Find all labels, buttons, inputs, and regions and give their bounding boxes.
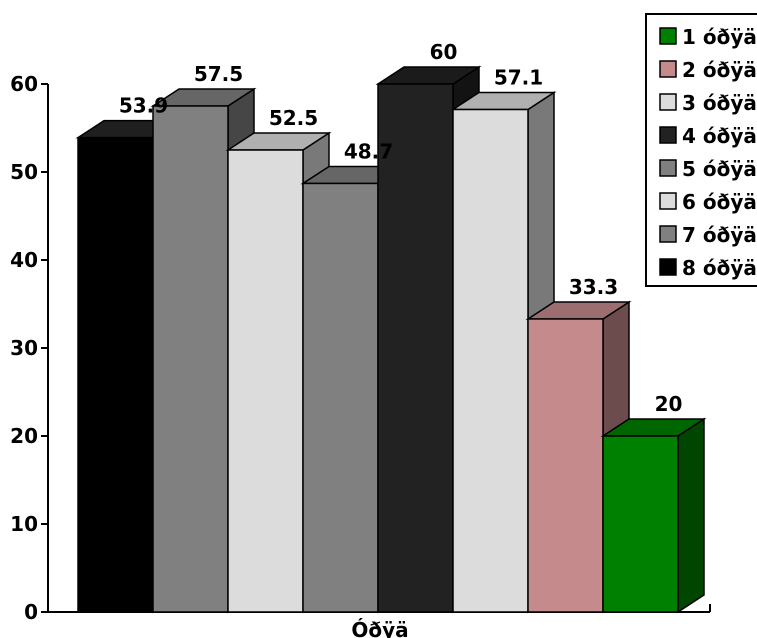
legend-item: 7 óðÿä: [659, 223, 757, 247]
data-label: 57.1: [494, 66, 543, 90]
legend-item: 8 óðÿä: [659, 256, 757, 280]
legend-swatch: [659, 27, 677, 45]
y-tick-label: 10: [10, 512, 38, 536]
y-tick-label: 30: [10, 336, 38, 360]
data-label: 57.5: [194, 62, 243, 86]
bar-front: [377, 83, 454, 613]
bar-front: [302, 182, 379, 613]
data-label: 52.5: [269, 106, 318, 130]
legend-label: 3 óðÿä: [682, 91, 757, 115]
legend-swatch: [659, 225, 677, 243]
legend-swatch: [659, 258, 677, 276]
data-label: 48.7: [344, 139, 393, 163]
legend: 1 óðÿä 2 óðÿä 3 óðÿä 4 óðÿä 5 óðÿä 6 óðÿä 7 óð…: [645, 13, 757, 287]
y-tick-label: 20: [10, 424, 38, 448]
bar-front: [152, 105, 229, 613]
legend-item: 2 óðÿä: [659, 58, 757, 82]
legend-label: 8 óðÿä: [682, 256, 757, 280]
y-tick-label: 50: [10, 160, 38, 184]
y-tick-label: 40: [10, 248, 38, 272]
bar-front: [527, 318, 604, 613]
bar-front: [227, 149, 304, 613]
bar-front: [452, 108, 529, 613]
legend-label: 6 óðÿä: [682, 190, 757, 214]
legend-label: 7 óðÿä: [682, 223, 757, 247]
legend-item: 1 óðÿä: [659, 25, 757, 49]
y-axis-ticks: 0 10 20 30 40 50 60: [10, 72, 48, 624]
legend-swatch: [659, 192, 677, 210]
legend-item: 6 óðÿä: [659, 190, 757, 214]
data-label: 33.3: [569, 275, 618, 299]
legend-label: 1 óðÿä: [682, 25, 757, 49]
legend-swatch: [659, 159, 677, 177]
legend-item: 3 óðÿä: [659, 91, 757, 115]
data-label: 60: [430, 40, 458, 64]
x-axis-title: Óðÿä: [351, 618, 408, 638]
data-label: 53.9: [119, 94, 168, 118]
y-tick-label: 60: [10, 72, 38, 96]
legend-item: 5 óðÿä: [659, 157, 757, 181]
data-label: 20: [655, 392, 683, 416]
legend-label: 4 óðÿä: [682, 124, 757, 148]
y-tick-label: 0: [24, 600, 38, 624]
legend-label: 2 óðÿä: [682, 58, 757, 82]
legend-swatch: [659, 60, 677, 78]
bar: [600, 417, 707, 614]
legend-label: 5 óðÿä: [682, 157, 757, 181]
bar-front: [602, 435, 679, 613]
legend-swatch: [659, 93, 677, 111]
legend-item: 4 óðÿä: [659, 124, 757, 148]
bar-front: [77, 136, 154, 613]
bars: [75, 65, 707, 614]
legend-swatch: [659, 126, 677, 144]
data-labels: 53.9 57.5 52.5 48.7 60 57.1 33.3 20: [119, 40, 683, 416]
bar-side: [677, 417, 705, 614]
